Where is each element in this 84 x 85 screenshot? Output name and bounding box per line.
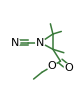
Circle shape <box>64 63 74 73</box>
Text: N: N <box>36 37 45 48</box>
Text: O: O <box>65 63 73 73</box>
Circle shape <box>36 38 45 47</box>
Text: O: O <box>48 61 56 71</box>
Circle shape <box>10 38 20 47</box>
Text: N: N <box>11 37 19 48</box>
Circle shape <box>47 62 57 71</box>
